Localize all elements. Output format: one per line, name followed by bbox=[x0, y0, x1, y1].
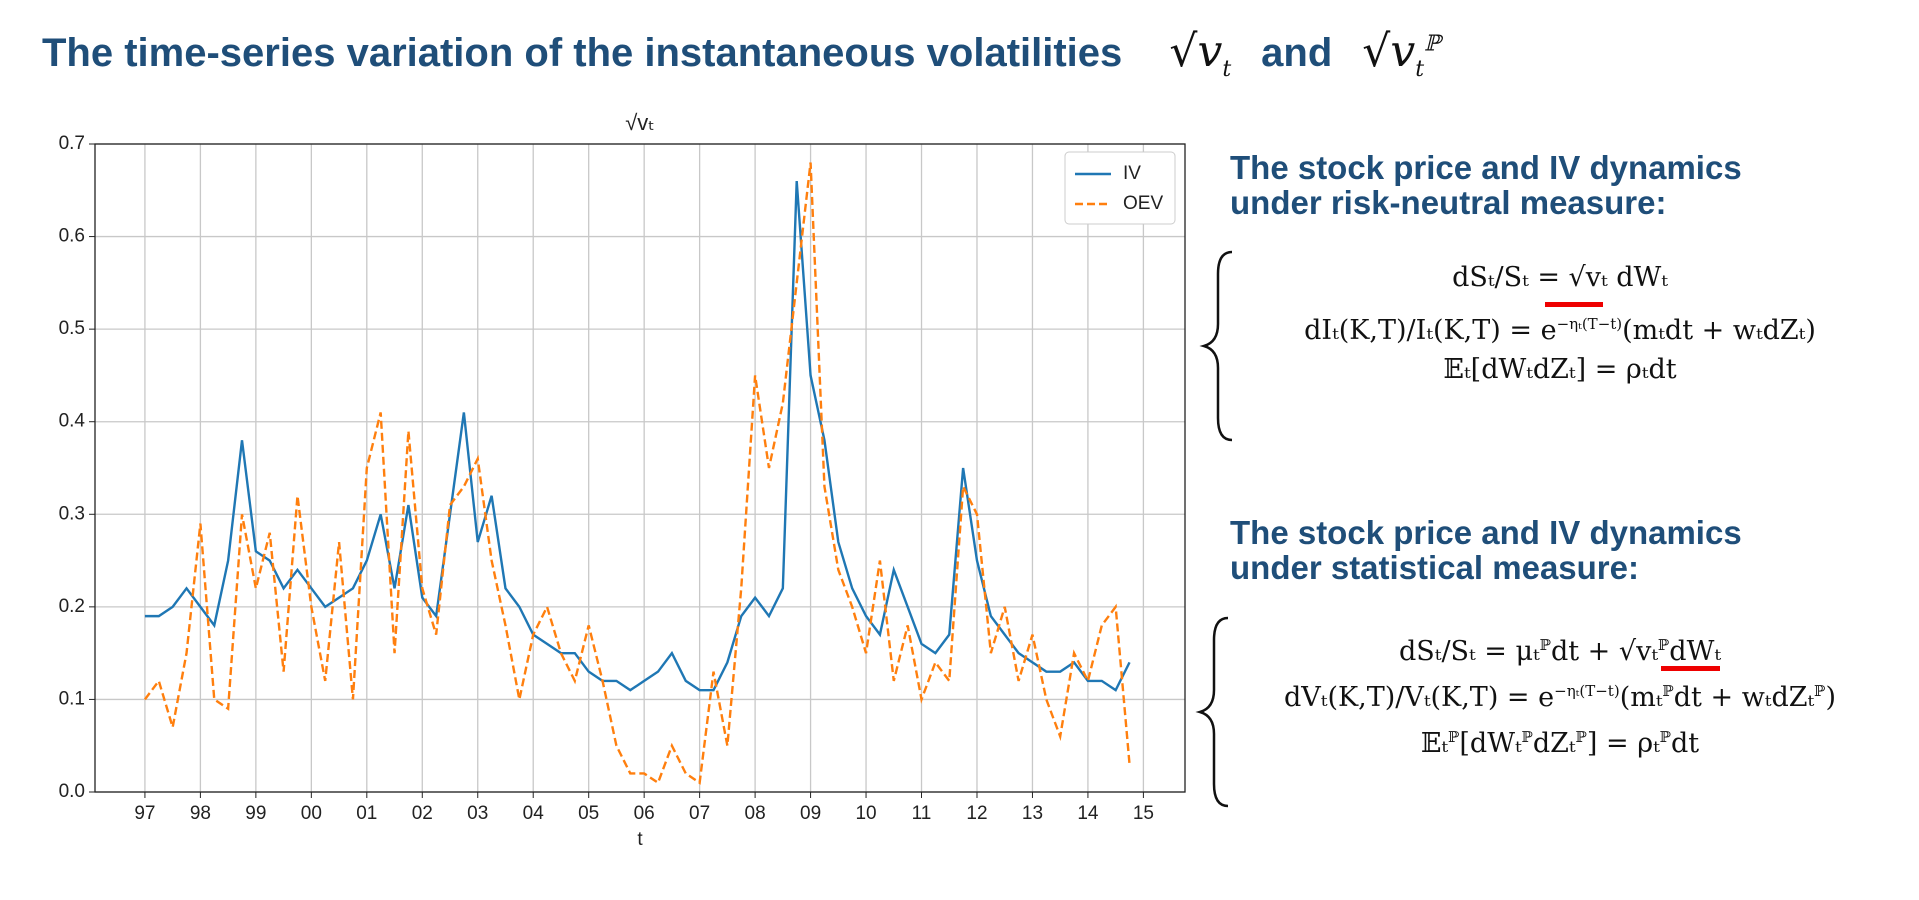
x-tick-label: 99 bbox=[245, 803, 266, 824]
x-tick-label: 06 bbox=[634, 803, 655, 824]
equation-text: 𝔼ₜ[dWₜdZₜ] = ρₜdt bbox=[1443, 354, 1677, 385]
x-tick-label: 07 bbox=[689, 803, 710, 824]
x-tick-label: 08 bbox=[745, 803, 766, 824]
x-tick-label: 02 bbox=[412, 803, 433, 824]
y-tick-label: 0.3 bbox=[59, 503, 85, 524]
math: √vtℙ bbox=[1362, 26, 1441, 82]
x-tick-label: 11 bbox=[912, 803, 932, 824]
equation: dSₜ/Sₜ = √vₜ dWₜ bbox=[1240, 255, 1880, 301]
x-tick-label: 98 bbox=[190, 803, 211, 824]
superscript: ℙ bbox=[1659, 728, 1672, 746]
x-tick-label: 15 bbox=[1133, 803, 1154, 824]
math-part: √v bbox=[1169, 26, 1223, 77]
superscript: ℙ bbox=[1658, 636, 1670, 654]
x-tick-label: 97 bbox=[134, 803, 155, 824]
superscript: ℙ bbox=[1448, 728, 1460, 746]
equation: 𝔼ₜℙ[dWₜℙdZₜℙ] = ρₜℙdt bbox=[1240, 714, 1880, 760]
heading-line: under statistical measure: bbox=[1230, 549, 1639, 586]
equation: 𝔼ₜ[dWₜdZₜ] = ρₜdt bbox=[1240, 347, 1880, 393]
equation-text: dWₜ bbox=[1669, 636, 1721, 667]
series-line bbox=[143, 162, 1131, 785]
superscript: −ηₜ(T−t) bbox=[1554, 682, 1620, 700]
x-tick-label: 04 bbox=[523, 803, 545, 824]
title-text: and bbox=[1261, 31, 1333, 75]
equation: dVₜ(K,T)/Vₜ(K,T) = e−ηₜ(T−t)(mₜℙdt + wₜd… bbox=[1240, 668, 1880, 714]
brace bbox=[1199, 250, 1233, 442]
equation-text: dt + √vₜ bbox=[1550, 636, 1659, 667]
equation-text: 𝔼ₜ bbox=[1420, 728, 1449, 759]
equation-text: (mₜ bbox=[1619, 682, 1663, 713]
superscript: ℙ bbox=[1814, 682, 1826, 700]
heading-line: The stock price and IV dynamics bbox=[1230, 149, 1742, 186]
y-tick-label: 0.6 bbox=[59, 226, 85, 247]
heading-line: under risk-neutral measure: bbox=[1230, 184, 1667, 221]
plot-frame bbox=[94, 143, 1186, 793]
section-heading: The stock price and IV dynamics under ris… bbox=[1230, 150, 1742, 220]
y-tick-label: 0.4 bbox=[59, 411, 86, 432]
equation: dSₜ/Sₜ = μₜℙdt + √vₜℙdWₜ bbox=[1240, 622, 1880, 668]
equation-text: dVₜ(K,T)/Vₜ(K,T) = e bbox=[1284, 682, 1555, 713]
equations: dSₜ/Sₜ = √vₜ dWₜ dIₜ(K,T)/Iₜ(K,T) = e−ηₜ(… bbox=[1240, 255, 1880, 393]
y-tick-label: 0.7 bbox=[59, 133, 85, 154]
math: √vt bbox=[1169, 26, 1231, 82]
y-tick-label: 0.5 bbox=[59, 318, 85, 339]
superscript: ℙ bbox=[1539, 636, 1551, 654]
highlight bbox=[1661, 666, 1720, 671]
x-tick-label: 05 bbox=[578, 803, 599, 824]
highlight bbox=[1545, 302, 1603, 307]
series-line bbox=[144, 180, 1131, 692]
equation-text: dt + wₜdZₜ bbox=[1673, 682, 1815, 713]
equation-text: dZₜ bbox=[1532, 728, 1576, 759]
equation-text: (mₜdt + wₜdZₜ) bbox=[1622, 315, 1816, 346]
y-tick-label: 0.1 bbox=[59, 688, 85, 709]
section-heading: The stock price and IV dynamics under sta… bbox=[1230, 515, 1742, 585]
x-tick-label: 09 bbox=[800, 803, 821, 824]
math-part: t bbox=[1222, 56, 1232, 82]
math-part: √v bbox=[1362, 26, 1416, 77]
x-tick-label: 01 bbox=[356, 803, 377, 824]
equations: dSₜ/Sₜ = μₜℙdt + √vₜℙdWₜ dVₜ(K,T)/Vₜ(K,T)… bbox=[1240, 622, 1880, 760]
superscript: ℙ bbox=[1662, 682, 1674, 700]
x-tick-label: 03 bbox=[467, 803, 488, 824]
equation-text: dSₜ/Sₜ = μₜ bbox=[1399, 636, 1540, 667]
math-part: t bbox=[1415, 56, 1425, 82]
equation-text: dt bbox=[1671, 728, 1700, 759]
x-tick-label: 14 bbox=[1077, 803, 1099, 824]
legend-label: OEV bbox=[1123, 193, 1163, 214]
y-tick-label: 0.2 bbox=[59, 596, 85, 617]
x-tick-label: 10 bbox=[855, 803, 876, 824]
superscript: ℙ bbox=[1575, 728, 1587, 746]
title-text: The time-series variation of the instant… bbox=[42, 31, 1123, 75]
equation-text: ] = ρₜ bbox=[1586, 728, 1660, 759]
equation-text: dIₜ(K,T)/Iₜ(K,T) = e bbox=[1304, 315, 1557, 346]
brace bbox=[1195, 616, 1229, 808]
equation: dIₜ(K,T)/Iₜ(K,T) = e−ηₜ(T−t)(mₜdt + wₜdZ… bbox=[1240, 301, 1880, 347]
equation-text: [dWₜ bbox=[1459, 728, 1522, 759]
legend-label: IV bbox=[1123, 163, 1141, 184]
legend-box bbox=[1064, 151, 1176, 225]
superscript: ℙ bbox=[1521, 728, 1533, 746]
x-tick-label: 12 bbox=[966, 803, 987, 824]
math-part: ℙ bbox=[1424, 31, 1441, 57]
chart-title: √vₜ bbox=[625, 110, 655, 135]
slide-title: The time-series variation of the instant… bbox=[42, 26, 1441, 82]
heading-line: The stock price and IV dynamics bbox=[1230, 514, 1742, 551]
superscript: −ηₜ(T−t) bbox=[1556, 315, 1623, 333]
x-tick-label: 13 bbox=[1022, 803, 1043, 824]
x-tick-label: 00 bbox=[301, 803, 322, 824]
equation-text: dSₜ/Sₜ = √vₜ dWₜ bbox=[1452, 262, 1668, 293]
equation-text: ) bbox=[1825, 682, 1836, 713]
y-tick-label: 0.0 bbox=[59, 781, 85, 802]
x-axis-label: t bbox=[637, 829, 643, 850]
